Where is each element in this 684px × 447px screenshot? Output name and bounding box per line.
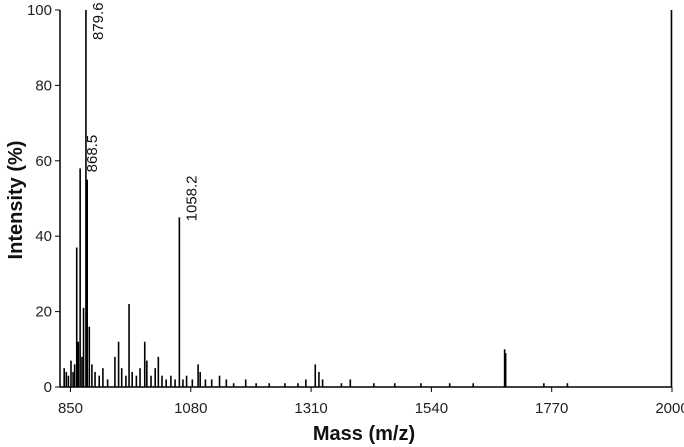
x-tick-label: 1540 (415, 400, 448, 417)
peak-annotation: 868.5 (84, 135, 101, 173)
peak-annotation: 1058.2 (183, 175, 200, 221)
peak-labels: 879.6 868.5 1058.2 (84, 2, 200, 221)
y-axis-title: Intensity (%) (5, 141, 27, 260)
x-tick-label: 850 (58, 400, 83, 417)
plot-area (63, 10, 673, 387)
y-tick-label: 20 (35, 304, 52, 321)
y-tick-label: 0 (44, 379, 52, 396)
y-tick-label: 40 (35, 228, 52, 245)
y-tick-label: 80 (35, 77, 52, 94)
axes (55, 9, 673, 392)
x-tick-label: 1310 (294, 400, 327, 417)
y-tick-label: 100 (27, 2, 52, 19)
y-tick-label: 60 (35, 153, 52, 170)
x-tick-label: 1770 (535, 400, 568, 417)
peak-annotation: 879.6 (90, 2, 107, 40)
x-axis-title: Mass (m/z) (313, 423, 415, 445)
x-tick-label: 1080 (174, 400, 207, 417)
